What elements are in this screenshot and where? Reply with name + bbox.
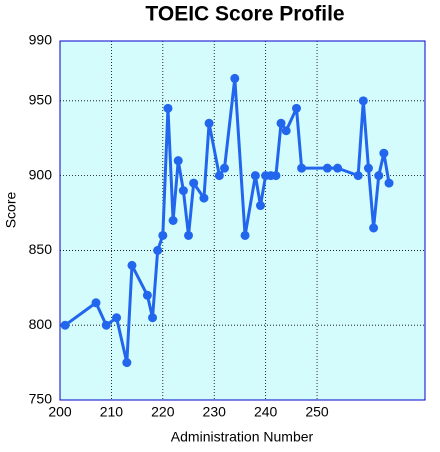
data-point xyxy=(178,186,188,196)
data-point xyxy=(369,223,379,233)
x-axis-label: Administration Number xyxy=(171,429,314,445)
data-point xyxy=(333,163,343,173)
data-point xyxy=(353,171,363,181)
x-tick-label: 220 xyxy=(151,404,175,420)
y-tick-label: 990 xyxy=(29,32,53,48)
data-point xyxy=(148,313,158,323)
data-line xyxy=(64,76,391,365)
data-point xyxy=(276,118,286,128)
data-point xyxy=(220,163,230,173)
data-point xyxy=(60,320,70,330)
data-point xyxy=(189,178,199,188)
data-point xyxy=(184,230,194,240)
data-point xyxy=(91,298,101,308)
data-point xyxy=(322,163,332,173)
data-point xyxy=(101,320,111,330)
x-tick-label: 210 xyxy=(100,404,124,420)
data-point xyxy=(374,171,384,181)
data-point xyxy=(240,230,250,240)
data-point xyxy=(363,163,373,173)
data-point xyxy=(255,201,265,211)
y-tick-label: 900 xyxy=(29,166,53,182)
data-point xyxy=(204,118,214,128)
y-tick-label: 750 xyxy=(29,391,53,407)
data-point xyxy=(384,178,394,188)
data-point xyxy=(153,245,163,255)
data-point xyxy=(271,171,281,181)
data-point xyxy=(358,96,368,106)
x-tick-label: 230 xyxy=(203,404,227,420)
x-tick-label: 200 xyxy=(48,404,72,420)
data-point xyxy=(230,73,240,83)
data-point xyxy=(122,358,132,368)
data-point xyxy=(297,163,307,173)
data-point xyxy=(112,313,122,323)
y-tick-label: 850 xyxy=(29,241,53,257)
data-point xyxy=(199,193,209,203)
data-point xyxy=(173,156,183,166)
y-tick-label: 950 xyxy=(29,92,53,108)
x-tick-label: 250 xyxy=(305,404,329,420)
y-axis-label: Score xyxy=(3,192,19,229)
data-point xyxy=(127,260,137,270)
data-point xyxy=(291,103,301,113)
data-point xyxy=(250,171,260,181)
data-point xyxy=(142,290,152,300)
data-point xyxy=(158,230,168,240)
data-point xyxy=(379,148,389,158)
plot-border xyxy=(59,40,426,401)
plot-area xyxy=(60,41,425,400)
data-point xyxy=(281,126,291,136)
data-point xyxy=(168,216,178,225)
data-point xyxy=(163,103,173,113)
data-point xyxy=(214,171,224,181)
x-tick-label: 240 xyxy=(254,404,278,420)
y-tick-label: 800 xyxy=(29,316,53,332)
chart-title: TOEIC Score Profile xyxy=(145,3,344,26)
